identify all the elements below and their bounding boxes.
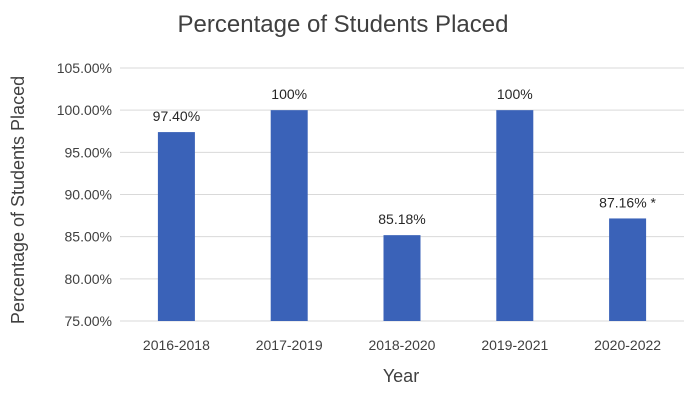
bar-2018-2020 xyxy=(383,235,421,321)
data-label-2020-2022: 87.16% * xyxy=(599,194,656,210)
y-axis-ticks: 75.00% 80.00% 85.00% 90.00% 95.00% 100.00% 105… xyxy=(57,60,112,329)
bar-2019-2021 xyxy=(496,110,534,322)
y-tick-label: 100.00% xyxy=(57,102,112,118)
data-labels: 97.40% 100% 85.18% 100% 87.16% * xyxy=(153,86,657,227)
x-tick-label: 2016-2018 xyxy=(143,337,210,353)
chart-title: Percentage of Students Placed xyxy=(178,11,509,38)
y-tick-label: 75.00% xyxy=(65,313,112,329)
x-axis-ticks: 2016-2018 2017-2019 2018-2020 2019-2021 2020… xyxy=(143,337,661,353)
bars xyxy=(157,110,647,322)
x-axis-title: Year xyxy=(383,366,419,386)
x-tick-label: 2018-2020 xyxy=(369,337,436,353)
data-label-2017-2019: 100% xyxy=(271,86,307,102)
data-label-2018-2020: 85.18% xyxy=(378,211,425,227)
x-tick-label: 2020-2022 xyxy=(594,337,661,353)
bar-2017-2019 xyxy=(270,110,308,322)
y-axis-title: Percentage of Students Placed xyxy=(8,76,28,324)
bar-2020-2022 xyxy=(609,218,647,321)
y-tick-label: 90.00% xyxy=(65,187,112,203)
y-tick-label: 80.00% xyxy=(65,271,112,287)
bar-2016-2018 xyxy=(157,132,195,321)
data-label-2016-2018: 97.40% xyxy=(153,108,200,124)
y-tick-label: 105.00% xyxy=(57,60,112,76)
x-tick-label: 2019-2021 xyxy=(481,337,548,353)
data-label-2019-2021: 100% xyxy=(497,86,533,102)
y-tick-label: 95.00% xyxy=(65,144,112,160)
y-tick-label: 85.00% xyxy=(65,229,112,245)
x-tick-label: 2017-2019 xyxy=(256,337,323,353)
